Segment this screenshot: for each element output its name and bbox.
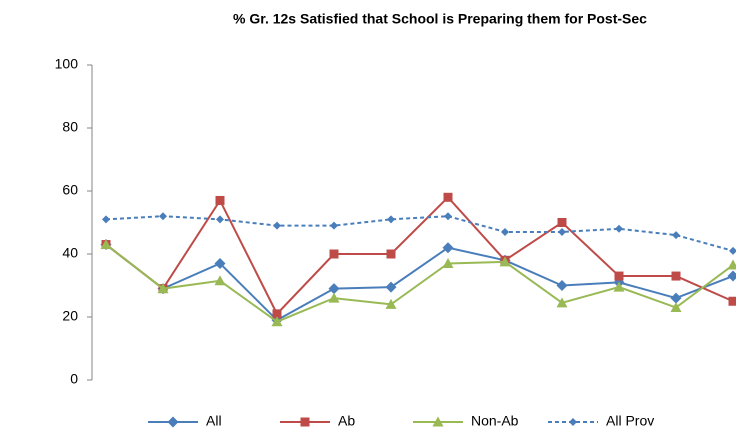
y-tick-label: 60: [62, 182, 78, 198]
marker: [328, 283, 340, 295]
marker: [614, 271, 624, 281]
marker: [102, 215, 110, 224]
marker: [499, 256, 511, 267]
marker: [329, 249, 339, 259]
marker: [330, 221, 338, 230]
legend-label: All: [206, 413, 222, 429]
y-tick-label: 80: [62, 119, 78, 135]
chart-title: % Gr. 12s Satisfied that School is Prepa…: [233, 11, 647, 27]
marker: [670, 302, 682, 313]
y-tick-label: 0: [70, 371, 78, 387]
marker: [432, 416, 444, 427]
marker: [157, 283, 169, 294]
marker: [214, 257, 226, 269]
marker: [159, 212, 167, 221]
legend-label: Non-Ab: [471, 413, 519, 429]
marker: [442, 257, 454, 268]
marker: [272, 309, 282, 319]
marker: [273, 221, 281, 230]
marker: [215, 195, 225, 205]
marker: [386, 249, 396, 259]
marker: [167, 416, 179, 428]
marker: [214, 275, 226, 286]
marker: [443, 192, 453, 202]
marker: [569, 418, 577, 426]
y-tick-label: 20: [62, 308, 78, 324]
marker: [671, 271, 681, 281]
marker: [557, 218, 567, 227]
y-tick-label: 40: [62, 245, 78, 261]
marker: [271, 316, 283, 327]
marker: [615, 224, 623, 233]
series-line: [105, 215, 734, 252]
legend-label: Ab: [338, 413, 355, 429]
marker: [387, 215, 395, 224]
marker: [100, 239, 112, 250]
y-tick-label: 100: [55, 56, 79, 72]
series-line: [105, 243, 734, 322]
marker: [444, 212, 452, 221]
marker: [385, 298, 397, 309]
marker: [328, 292, 340, 303]
series-line: [105, 195, 734, 316]
marker: [558, 227, 566, 236]
legend-label: All Prov: [606, 413, 654, 429]
marker: [442, 242, 454, 254]
marker: [727, 270, 736, 282]
marker: [672, 231, 680, 240]
marker: [216, 215, 224, 224]
series-line: [105, 243, 734, 323]
marker: [670, 292, 682, 304]
marker: [728, 296, 736, 306]
marker: [300, 417, 310, 427]
marker: [556, 297, 568, 308]
marker: [556, 280, 568, 291]
marker: [613, 281, 625, 292]
marker: [501, 227, 509, 236]
marker: [385, 281, 397, 293]
marker: [729, 246, 736, 255]
marker: [727, 259, 736, 270]
